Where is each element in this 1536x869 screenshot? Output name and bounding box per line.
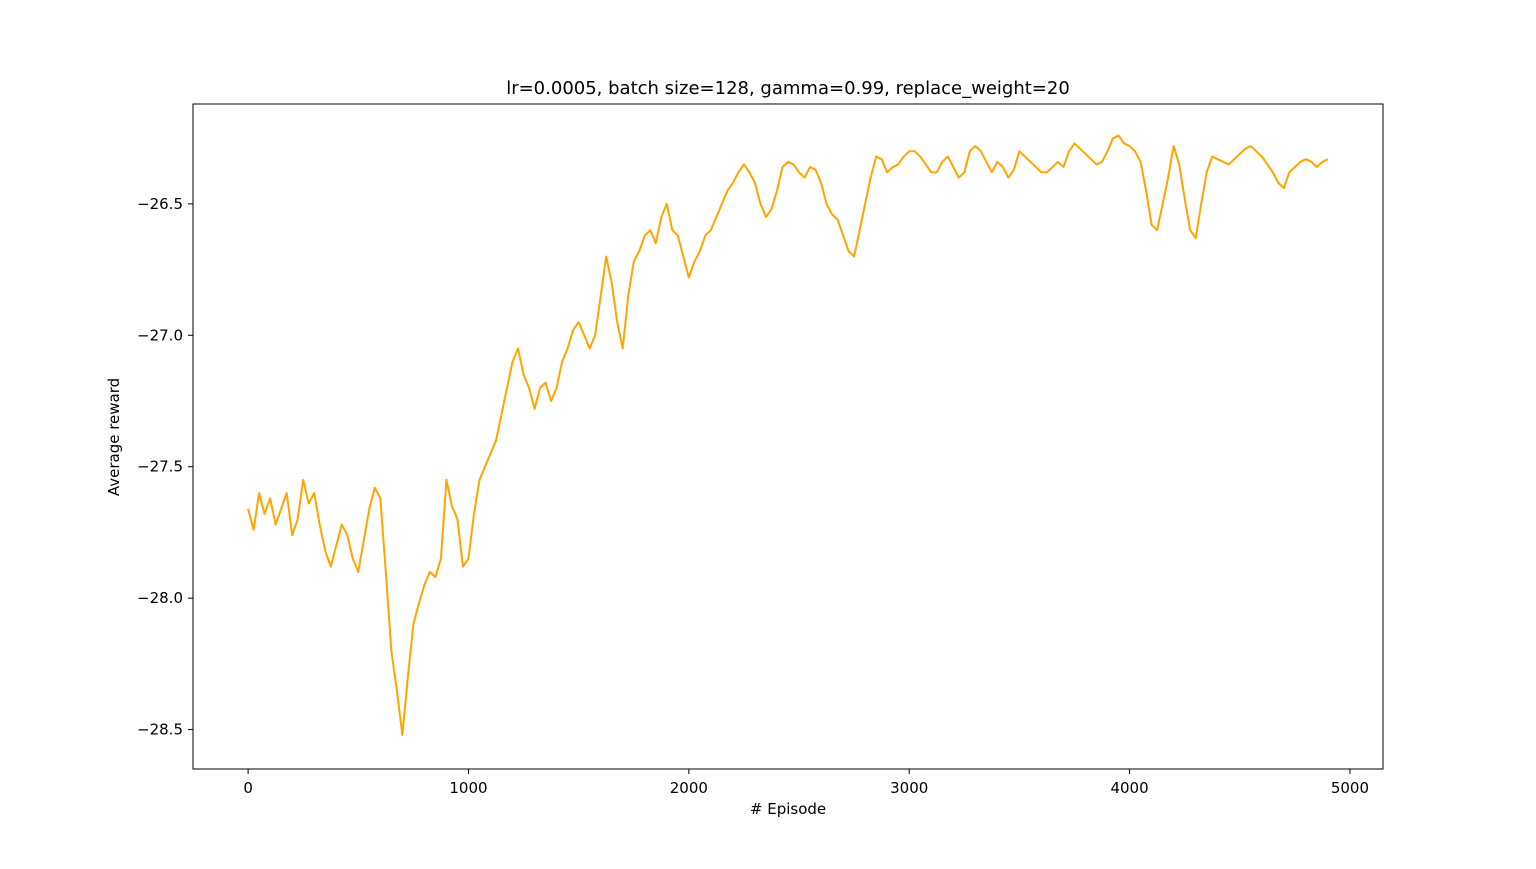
series-layer <box>247 134 1329 736</box>
y-tick-label: −26.5 <box>137 195 183 213</box>
x-tick-label: 2000 <box>670 779 708 797</box>
plot-frame <box>192 103 1384 770</box>
x-tick-label: 3000 <box>890 779 928 797</box>
x-tick-label: 1000 <box>449 779 487 797</box>
x-tick-label: 4000 <box>1110 779 1148 797</box>
plot-area <box>193 104 1383 769</box>
y-tick-label: −27.5 <box>137 458 183 476</box>
x-tick-label: 5000 <box>1331 779 1369 797</box>
y-axis-ticks: −26.5 −27.0 −27.5 −28.0 −28.5 <box>137 195 193 739</box>
x-tick-label: 0 <box>243 779 253 797</box>
x-axis-ticks: 0 1000 2000 3000 4000 5000 <box>243 769 1369 797</box>
x-axis-label: # Episode <box>750 800 826 818</box>
series-line-0 <box>247 134 1329 736</box>
y-tick-label: −27.0 <box>137 326 183 344</box>
chart-title: lr=0.0005, batch size=128, gamma=0.99, r… <box>506 78 1070 99</box>
y-tick-label: −28.5 <box>137 721 183 739</box>
y-tick-label: −28.0 <box>137 589 183 607</box>
y-axis-label: Average reward <box>105 378 123 496</box>
